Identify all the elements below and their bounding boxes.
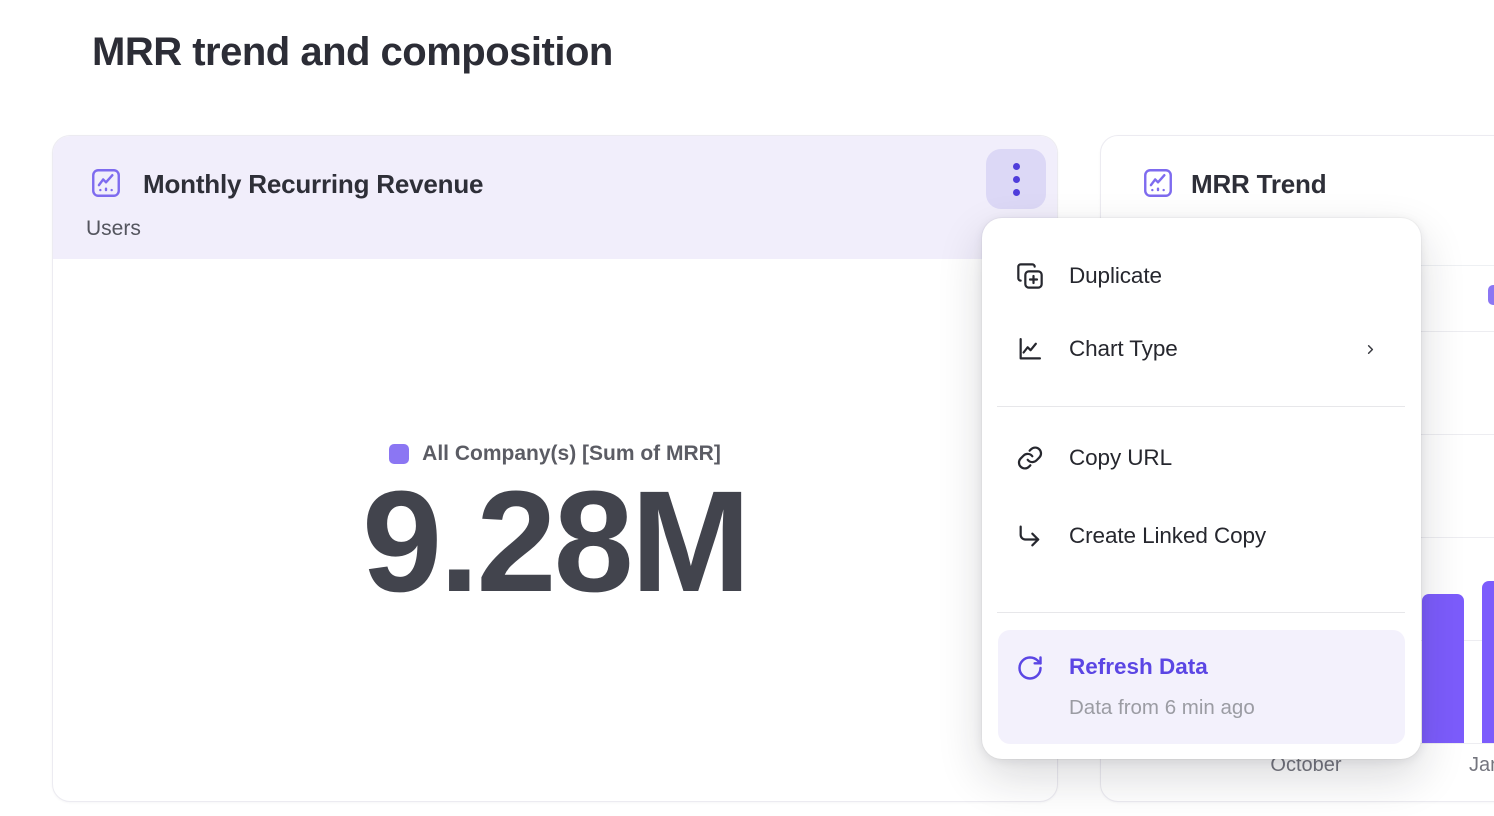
trend-card-title: MRR Trend xyxy=(1191,169,1327,199)
refresh-icon xyxy=(1016,654,1044,682)
chart-widget-icon xyxy=(1141,166,1175,200)
menu-item-refresh-data[interactable]: Refresh Data Data from 6 min ago xyxy=(998,630,1405,744)
mrr-card-header: Monthly Recurring Revenue Users xyxy=(53,136,1057,259)
menu-divider xyxy=(997,406,1405,407)
copy-url-icon xyxy=(1016,444,1044,472)
mrr-card-subtitle: Users xyxy=(86,217,141,240)
menu-item-label: Copy URL xyxy=(1069,445,1172,470)
trend-card-header: MRR Trend xyxy=(1101,136,1494,259)
x-axis-label-january: January xyxy=(1469,754,1494,776)
menu-item-label: Duplicate xyxy=(1069,263,1162,288)
menu-item-label: Chart Type xyxy=(1069,336,1178,361)
mrr-card: Monthly Recurring Revenue Users All Comp… xyxy=(52,135,1058,802)
menu-item-copy-url[interactable]: Copy URL xyxy=(982,434,1421,482)
series-legend: All Company(s) [Sum of MRR] xyxy=(53,442,1057,466)
legend-swatch xyxy=(1488,285,1494,305)
card-context-menu: Duplicate Chart Type Copy URL xyxy=(982,218,1421,759)
card-options-button[interactable] xyxy=(986,149,1046,209)
kebab-icon xyxy=(1012,162,1020,170)
page-title: MRR trend and composition xyxy=(92,30,613,74)
metric-value: 9.28M xyxy=(362,461,751,622)
chart-widget-icon xyxy=(89,166,123,200)
duplicate-icon xyxy=(1016,262,1044,290)
chevron-right-icon xyxy=(1363,342,1378,357)
menu-divider xyxy=(997,612,1405,613)
mrr-card-title: Monthly Recurring Revenue xyxy=(143,169,484,199)
linked-copy-icon xyxy=(1016,522,1044,550)
menu-item-create-linked-copy[interactable]: Create Linked Copy xyxy=(982,512,1421,560)
x-axis-label-october: October xyxy=(1270,754,1342,776)
bar xyxy=(1422,594,1464,743)
refresh-status-text: Data from 6 min ago xyxy=(1069,696,1255,719)
menu-item-chart-type[interactable]: Chart Type xyxy=(982,325,1421,373)
legend-swatch xyxy=(389,444,410,464)
legend-label: All Company(s) [Sum of MRR] xyxy=(422,442,721,465)
menu-item-label: Refresh Data xyxy=(1069,654,1208,679)
bar xyxy=(1482,581,1494,743)
menu-item-label: Create Linked Copy xyxy=(1069,523,1267,548)
menu-item-duplicate[interactable]: Duplicate xyxy=(982,252,1421,300)
chart-type-icon xyxy=(1016,335,1044,363)
